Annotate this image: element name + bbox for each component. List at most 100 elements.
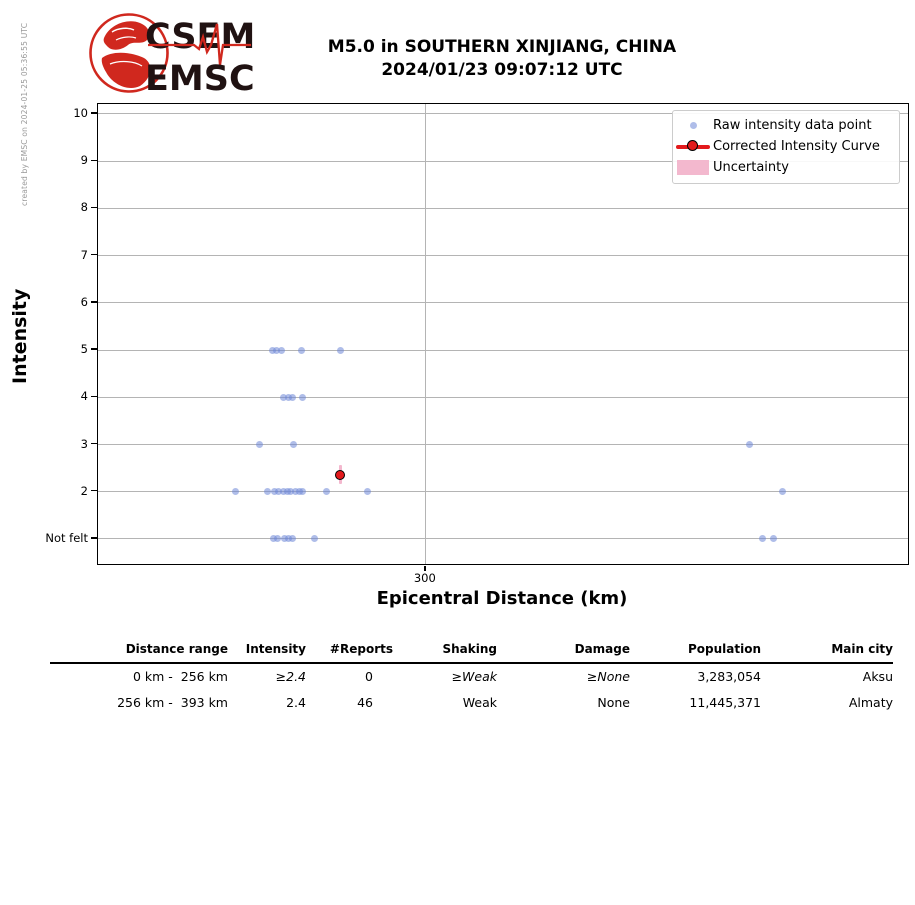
y-tick-label: 3 <box>80 436 88 451</box>
page-title: M5.0 in SOUTHERN XINJIANG, CHINA 2024/01… <box>97 36 907 82</box>
title-event: M5.0 in SOUTHERN XINJIANG, CHINA <box>327 37 677 57</box>
raw-data-point <box>287 488 295 496</box>
raw-data-point <box>298 346 306 354</box>
cell-distance-range: 0 km - 256 km <box>132 669 228 684</box>
cell-intensity: 2.4 <box>286 695 306 710</box>
raw-data-point <box>274 535 282 543</box>
h-gridline <box>98 491 908 493</box>
impact-summary-table: Distance range Intensity #Reports Shakin… <box>50 640 893 716</box>
logo-text-emsc: EMSC <box>145 59 255 99</box>
emsc-csem-logo: CSEM EMSC <box>89 13 255 99</box>
h-gridline <box>98 396 908 398</box>
raw-data-point <box>271 488 279 496</box>
raw-point-icon <box>689 122 697 129</box>
cell-intensity: ≥2.4 <box>275 669 306 684</box>
raw-data-point <box>283 488 291 496</box>
y-tick-mark <box>91 442 97 445</box>
raw-data-point <box>279 488 287 496</box>
raw-data-point <box>299 393 307 401</box>
raw-data-point <box>291 488 299 496</box>
raw-data-point <box>272 346 280 354</box>
cell-distance-range: 256 km - 393 km <box>117 695 228 710</box>
table-row: 256 km - 393 km 2.4 46 Weak None 11,445,… <box>50 690 893 716</box>
x-tick-mark <box>424 566 426 571</box>
raw-data-point <box>255 441 263 448</box>
raw-data-point <box>269 535 277 543</box>
cell-population: 11,445,371 <box>689 695 761 710</box>
cell-population: 3,283,054 <box>697 669 761 684</box>
raw-data-point <box>295 488 303 496</box>
raw-data-point <box>275 488 283 496</box>
y-tick-mark <box>91 490 97 492</box>
corrected-curve-icon <box>676 139 710 151</box>
cell-reports: 0 <box>365 669 373 684</box>
raw-data-point <box>363 488 371 496</box>
table-header-row: Distance range Intensity #Reports Shakin… <box>50 640 893 663</box>
raw-data-point <box>290 441 298 448</box>
col-reports: #Reports <box>329 642 393 656</box>
y-tick-mark <box>91 206 97 209</box>
y-tick-mark <box>91 301 97 303</box>
table-row: 0 km - 256 km ≥2.4 0 ≥Weak ≥None 3,283,0… <box>50 663 893 690</box>
y-tick-label: 8 <box>80 200 88 215</box>
cell-damage: None <box>597 695 630 710</box>
y-tick-mark <box>91 254 97 256</box>
col-intensity: Intensity <box>245 642 306 656</box>
y-tick-mark <box>91 159 97 161</box>
legend: Raw intensity data point Corrected Inten… <box>672 110 900 184</box>
cell-shaking: Weak <box>462 695 497 710</box>
h-gridline <box>98 349 908 351</box>
x-tick-label: 300 <box>413 571 436 585</box>
col-population: Population <box>687 642 761 656</box>
y-tick-label: 9 <box>80 153 88 168</box>
raw-data-point <box>746 441 754 448</box>
h-gridline <box>98 160 908 162</box>
raw-data-point <box>285 393 293 401</box>
v-gridline <box>425 104 427 564</box>
h-gridline <box>98 113 908 115</box>
y-tick-mark <box>91 112 97 114</box>
y-tick-label: 2 <box>80 483 88 498</box>
globe-icon <box>89 13 169 93</box>
h-gridline <box>98 207 908 209</box>
logo-text-csem: CSEM <box>145 17 255 57</box>
cell-main-city: Almaty <box>848 695 893 710</box>
raw-data-point <box>289 393 297 401</box>
raw-data-point <box>778 488 786 496</box>
raw-data-point <box>299 488 307 496</box>
col-distance-range: Distance range <box>125 642 228 656</box>
raw-data-point <box>336 346 344 354</box>
legend-label-uncertainty: Uncertainty <box>713 160 789 175</box>
y-tick-label: 4 <box>80 389 88 404</box>
h-gridline <box>98 444 908 445</box>
raw-data-point <box>322 488 330 496</box>
col-main-city: Main city <box>831 642 893 656</box>
raw-data-point <box>277 346 285 354</box>
h-gridline <box>98 255 908 257</box>
cell-damage: ≥None <box>586 669 630 684</box>
cell-main-city: Aksu <box>862 669 893 684</box>
legend-label-corrected: Corrected Intensity Curve <box>713 139 880 154</box>
raw-data-point <box>279 393 287 401</box>
y-tick-label: 6 <box>80 294 88 309</box>
legend-row-raw: Raw intensity data point <box>673 115 899 136</box>
x-axis-label: Epicentral Distance (km) <box>376 588 628 609</box>
raw-data-point <box>770 535 778 543</box>
y-tick-label: 7 <box>80 247 88 262</box>
intensity-distance-plot <box>97 103 909 565</box>
raw-data-point <box>289 535 297 543</box>
cell-reports: 46 <box>357 695 373 710</box>
legend-row-uncertainty: Uncertainty <box>673 157 899 178</box>
y-tick-mark <box>91 348 97 350</box>
y-tick-label: 10 <box>73 105 88 120</box>
raw-data-point <box>311 535 319 543</box>
corrected-intensity-marker <box>334 469 345 480</box>
raw-data-point <box>759 535 767 543</box>
y-tick-label: Not felt <box>45 530 88 545</box>
cell-shaking: ≥Weak <box>451 669 497 684</box>
y-tick-mark <box>91 537 97 539</box>
legend-label-raw: Raw intensity data point <box>713 118 872 133</box>
y-tick-mark <box>91 395 97 397</box>
uncertainty-icon <box>677 160 709 175</box>
